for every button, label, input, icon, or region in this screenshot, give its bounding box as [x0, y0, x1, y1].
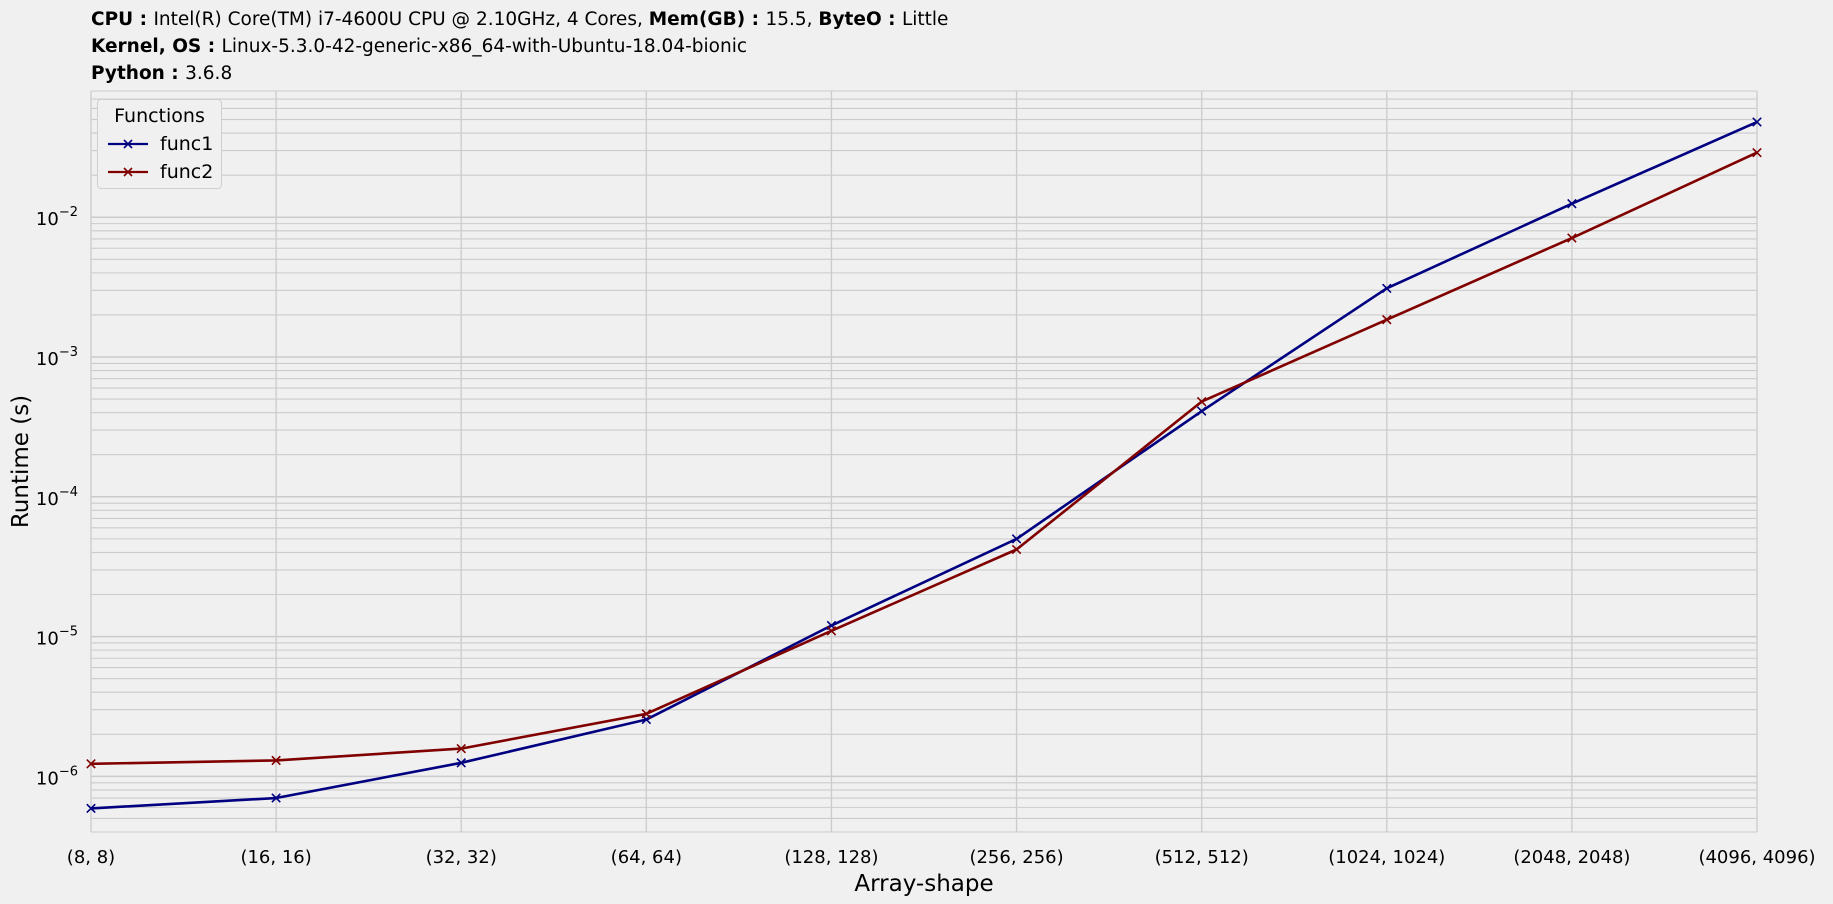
data-point-func2	[271, 755, 281, 766]
cpu-value: Intel(R) Core(TM) i7-4600U CPU @ 2.10GHz…	[153, 9, 649, 30]
data-point-func2	[1567, 233, 1577, 243]
legend: Functions func1 func2	[97, 99, 222, 189]
kernel-key: Kernel, OS	[91, 36, 202, 57]
legend-item-func1: func1	[108, 132, 213, 156]
header-line-kernel: Kernel, OS : Linux-5.3.0-42-generic-x86_…	[91, 33, 948, 60]
series-line-func2	[90, 151, 1758, 766]
x-tick-label: (1024, 1024)	[1328, 847, 1445, 868]
x-tick-label: (2048, 2048)	[1513, 847, 1630, 868]
series-line-func1	[90, 120, 1758, 810]
legend-swatch-func1	[108, 139, 148, 149]
legend-item-func2: func2	[108, 160, 213, 184]
y-tick-label: 10−5	[36, 625, 78, 650]
data-point-func1	[456, 758, 466, 768]
data-point-func1	[271, 793, 281, 803]
legend-label-func1: func1	[160, 133, 214, 155]
y-axis-label: Runtime (s)	[8, 395, 34, 528]
y-tick-label: 10−4	[36, 485, 78, 510]
data-point-func2	[1011, 544, 1022, 555]
header-line-python: Python : 3.6.8	[91, 60, 948, 87]
x-tick-label: (256, 256)	[969, 847, 1063, 868]
x-tick-label: (16, 16)	[240, 847, 311, 868]
kernel-sep: :	[201, 36, 222, 57]
x-tick-label: (8, 8)	[67, 847, 115, 868]
data-point-func2	[1752, 147, 1762, 158]
byteorder-key: ByteO	[818, 9, 882, 30]
data-point-func2	[1382, 314, 1392, 325]
system-info-header: CPU : Intel(R) Core(TM) i7-4600U CPU @ 2…	[91, 6, 948, 87]
mem-value: 15.5,	[765, 9, 819, 30]
legend-title: Functions	[114, 105, 205, 127]
x-tick-label: (128, 128)	[784, 847, 878, 868]
data-point-func1	[86, 803, 96, 814]
x-tick-label: (64, 64)	[611, 847, 682, 868]
python-value: 3.6.8	[185, 63, 233, 84]
legend-swatch-func2	[108, 167, 148, 177]
cpu-sep: :	[133, 9, 154, 30]
data-point-func2	[826, 626, 837, 636]
data-point-func2	[456, 743, 466, 754]
data-point-func2	[1196, 396, 1207, 407]
x-axis-label: Array-shape	[854, 871, 993, 897]
data-point-func1	[1196, 406, 1207, 416]
mem-key: Mem(GB)	[648, 9, 746, 30]
mem-sep: :	[745, 9, 766, 30]
chart-series	[86, 117, 1762, 814]
data-point-func2	[641, 709, 652, 719]
x-tick-labels: (8, 8) (16, 16) (32, 32) (64, 64) (128, 128)…	[67, 847, 1816, 868]
y-tick-label: 10−3	[36, 345, 78, 370]
cpu-key: CPU	[91, 9, 134, 30]
data-point-func1	[1382, 283, 1392, 294]
python-key: Python	[91, 63, 165, 84]
data-point-func1	[1567, 198, 1577, 209]
chart-grid	[90, 90, 1758, 833]
data-point-func1	[1752, 117, 1762, 127]
byteorder-sep: :	[881, 9, 902, 30]
x-tick-label: (32, 32)	[426, 847, 497, 868]
kernel-value: Linux-5.3.0-42-generic-x86_64-with-Ubunt…	[221, 36, 747, 57]
data-point-func2	[86, 759, 96, 769]
x-tick-label: (512, 512)	[1155, 847, 1249, 868]
header-line-cpu: CPU : Intel(R) Core(TM) i7-4600U CPU @ 2…	[91, 6, 948, 33]
x-tick-label: (4096, 4096)	[1698, 847, 1815, 868]
python-sep: :	[164, 63, 186, 84]
y-tick-labels: 10−6 10−5 10−4 10−3 10−2	[36, 205, 78, 789]
y-tick-label: 10−6	[36, 764, 78, 789]
byteorder-value: Little	[901, 9, 949, 30]
y-tick-label: 10−2	[36, 205, 78, 230]
data-point-func1	[1011, 534, 1022, 544]
legend-label-func2: func2	[160, 161, 214, 183]
